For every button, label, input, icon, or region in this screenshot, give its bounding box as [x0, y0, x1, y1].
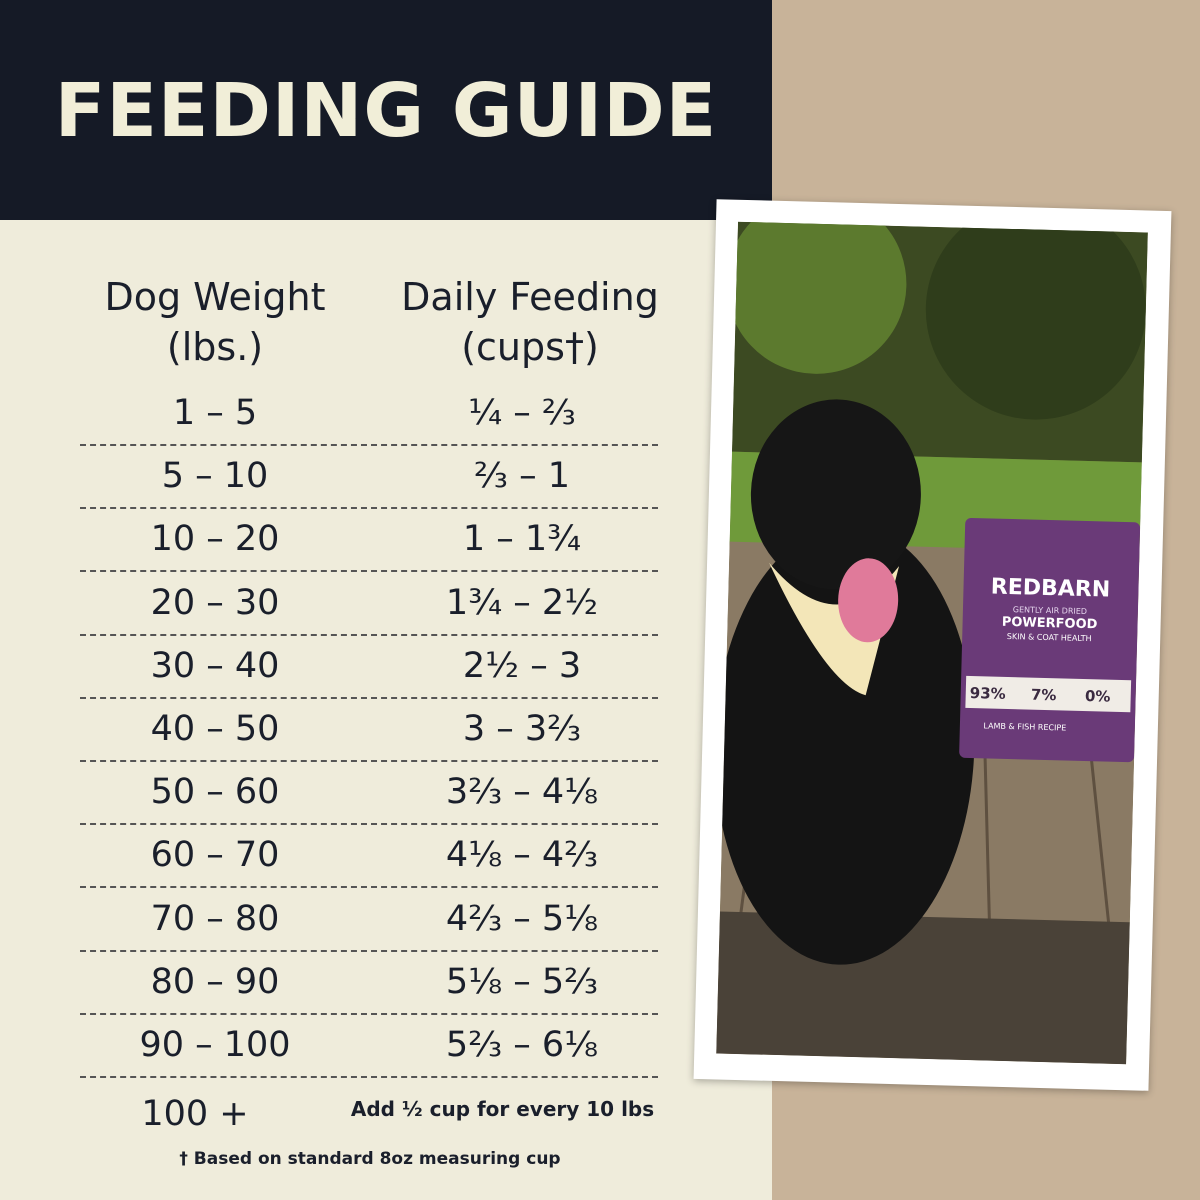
row-divider: [80, 886, 658, 889]
feeding-cell: 5⅔ – 6⅛: [445, 1025, 599, 1065]
feeding-cell: 5⅛ – 5⅔: [445, 961, 599, 1002]
row-divider: [80, 696, 658, 699]
weight-cell: 1 – 5: [172, 393, 258, 433]
weight-cell: 70 – 80: [150, 898, 280, 939]
photo: REDBARN GENTLY AIR DRIED POWERFOOD SKIN …: [716, 221, 1148, 1065]
weight-cell: 20 – 30: [150, 582, 280, 623]
weight-cell: 90 – 100: [139, 1025, 291, 1065]
weight-cell: 80 – 90: [150, 961, 280, 1002]
header-line: (cups†): [461, 325, 599, 369]
feeding-cell: 1¾ – 2½: [445, 582, 599, 623]
foliage: [925, 221, 1146, 420]
bag-name: POWERFOOD: [1002, 615, 1098, 633]
weight-cell: 10 – 20: [150, 519, 280, 560]
feeding-cell: 3 – 3⅔: [462, 709, 582, 749]
feeding-cell: 3⅔ – 4⅛: [445, 772, 599, 813]
weight-cell: 30 – 40: [150, 645, 280, 686]
title: FEEDING GUIDE: [54, 68, 718, 154]
header-line: Dog Weight: [104, 275, 326, 319]
feeding-cell: 4⅔ – 5⅛: [445, 898, 599, 939]
feeding-cell: 2½ – 3: [462, 645, 582, 686]
row-divider: [80, 507, 658, 510]
bag-benefit: SKIN & COAT HEALTH: [1007, 632, 1092, 643]
feeding-cell: 1 – 1¾: [462, 519, 582, 560]
feeding-cell: ¼ – ⅔: [468, 393, 576, 433]
row-divider: [80, 570, 658, 573]
bag-stat: 7%: [1031, 686, 1057, 705]
bag-tagline: GENTLY AIR DRIED: [1013, 605, 1087, 616]
column-header: Daily Feeding (cups†): [370, 272, 690, 372]
feeding-cell: ⅔ – 1: [474, 456, 570, 497]
dog-body: [716, 524, 975, 965]
row-divider: [80, 444, 658, 446]
photo-frame: REDBARN GENTLY AIR DRIED POWERFOOD SKIN …: [693, 199, 1172, 1091]
weight-cell: 5 – 10: [161, 456, 269, 497]
row-divider: [80, 823, 658, 826]
bag-stat: 0%: [1085, 687, 1111, 706]
dog-head: [750, 399, 921, 590]
bag-stat: 93%: [970, 684, 1006, 703]
row-divider: [80, 949, 658, 952]
header-line: Daily Feeding: [401, 275, 659, 319]
foliage: [726, 221, 907, 374]
column-header: Dog Weight (lbs.): [55, 272, 375, 372]
feeding-cell: 4⅛ – 4⅔: [445, 835, 599, 876]
row-divider: [80, 760, 658, 762]
tongue: [838, 558, 899, 643]
row-divider: [80, 633, 658, 636]
weight-cell: 60 – 70: [150, 835, 280, 876]
weight-cell: 50 – 60: [150, 772, 280, 813]
footnote: † Based on standard 8oz measuring cup: [179, 1149, 561, 1169]
bag-recipe: LAMB & FISH RECIPE: [983, 721, 1066, 732]
guide-panel: FEEDING GUIDE Dog Weight (lbs.) Daily Fe…: [0, 0, 772, 1200]
feeding-note: Add ½ cup for every 10 lbs: [350, 1097, 655, 1121]
header-line: (lbs.): [166, 325, 264, 369]
weight-cell: 40 – 50: [150, 709, 280, 749]
bandana: [769, 562, 900, 696]
header: FEEDING GUIDE: [0, 0, 772, 220]
row-divider: [80, 1012, 658, 1015]
weight-cell: 100 +: [141, 1094, 249, 1135]
bag-brand: REDBARN: [991, 575, 1111, 603]
stat-box: [965, 675, 1132, 713]
row-divider: [80, 1076, 658, 1078]
